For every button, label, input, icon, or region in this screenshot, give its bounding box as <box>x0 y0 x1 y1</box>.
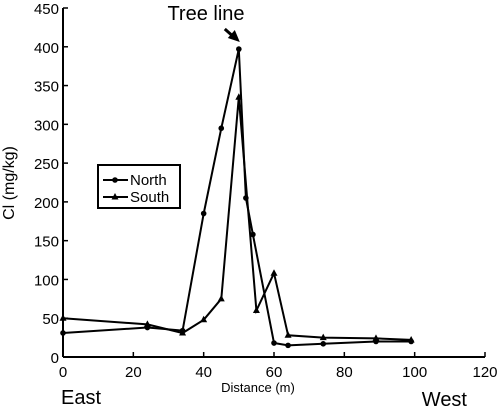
x-tick-label: 80 <box>336 364 353 381</box>
legend-north-marker <box>112 177 118 183</box>
x-tick-label: 40 <box>195 364 212 381</box>
x-tick-label: 0 <box>59 364 67 381</box>
tree-line-arrow-icon <box>223 27 240 42</box>
x-tick-label: 120 <box>472 364 497 381</box>
south-point <box>235 93 243 100</box>
west-label: West <box>422 389 468 411</box>
series-south <box>59 93 415 343</box>
south-point <box>59 314 67 321</box>
y-tick-label: 150 <box>34 234 59 251</box>
y-tick-label: 350 <box>34 79 59 96</box>
y-tick-label: 450 <box>34 1 59 18</box>
tree-line-arrow-head <box>227 30 240 42</box>
y-tick-label: 50 <box>42 311 59 328</box>
north-point <box>320 341 327 347</box>
y-tick-label: 250 <box>34 156 59 173</box>
north-point <box>218 125 225 132</box>
y-tick-label: 100 <box>34 272 59 289</box>
legend: North South <box>97 164 181 209</box>
south-point <box>143 320 151 327</box>
series-layer <box>59 46 415 349</box>
south-point <box>372 334 380 341</box>
south-point <box>407 335 415 343</box>
legend-box <box>97 164 181 209</box>
y-tick-label: 200 <box>34 195 59 212</box>
x-ticks: 0 20 40 60 80 100 120 <box>59 352 498 381</box>
south-point <box>319 333 327 341</box>
south-point <box>252 306 260 313</box>
south-point <box>179 328 187 336</box>
north-point <box>60 330 66 336</box>
south-line <box>62 97 412 341</box>
x-tick-label: 100 <box>402 364 427 381</box>
x-tick-label: 20 <box>125 364 142 381</box>
south-point <box>270 269 278 276</box>
y-tick-label: 400 <box>34 40 59 57</box>
south-point <box>217 294 225 302</box>
north-point <box>236 46 242 52</box>
legend-south-marker <box>111 193 119 200</box>
tree-line-annotation: Tree line <box>167 3 244 25</box>
south-point <box>200 315 208 323</box>
y-tick-label: 300 <box>34 117 59 134</box>
north-point <box>250 231 256 238</box>
y-ticks: 0 50 100 150 200 250 300 350 400 450 <box>34 1 68 367</box>
y-tick-label: 0 <box>51 350 59 367</box>
y-axis-title: Cl (mg/kg) <box>1 146 18 220</box>
north-point <box>271 340 277 346</box>
east-label: East <box>61 387 101 409</box>
legend-north-label: North <box>130 172 167 189</box>
north-point <box>200 210 207 217</box>
north-point <box>285 342 291 349</box>
x-tick-label: 60 <box>266 364 283 381</box>
x-axis-title: Distance (m) <box>221 380 295 395</box>
legend-south-label: South <box>130 189 169 206</box>
south-point <box>284 331 292 338</box>
